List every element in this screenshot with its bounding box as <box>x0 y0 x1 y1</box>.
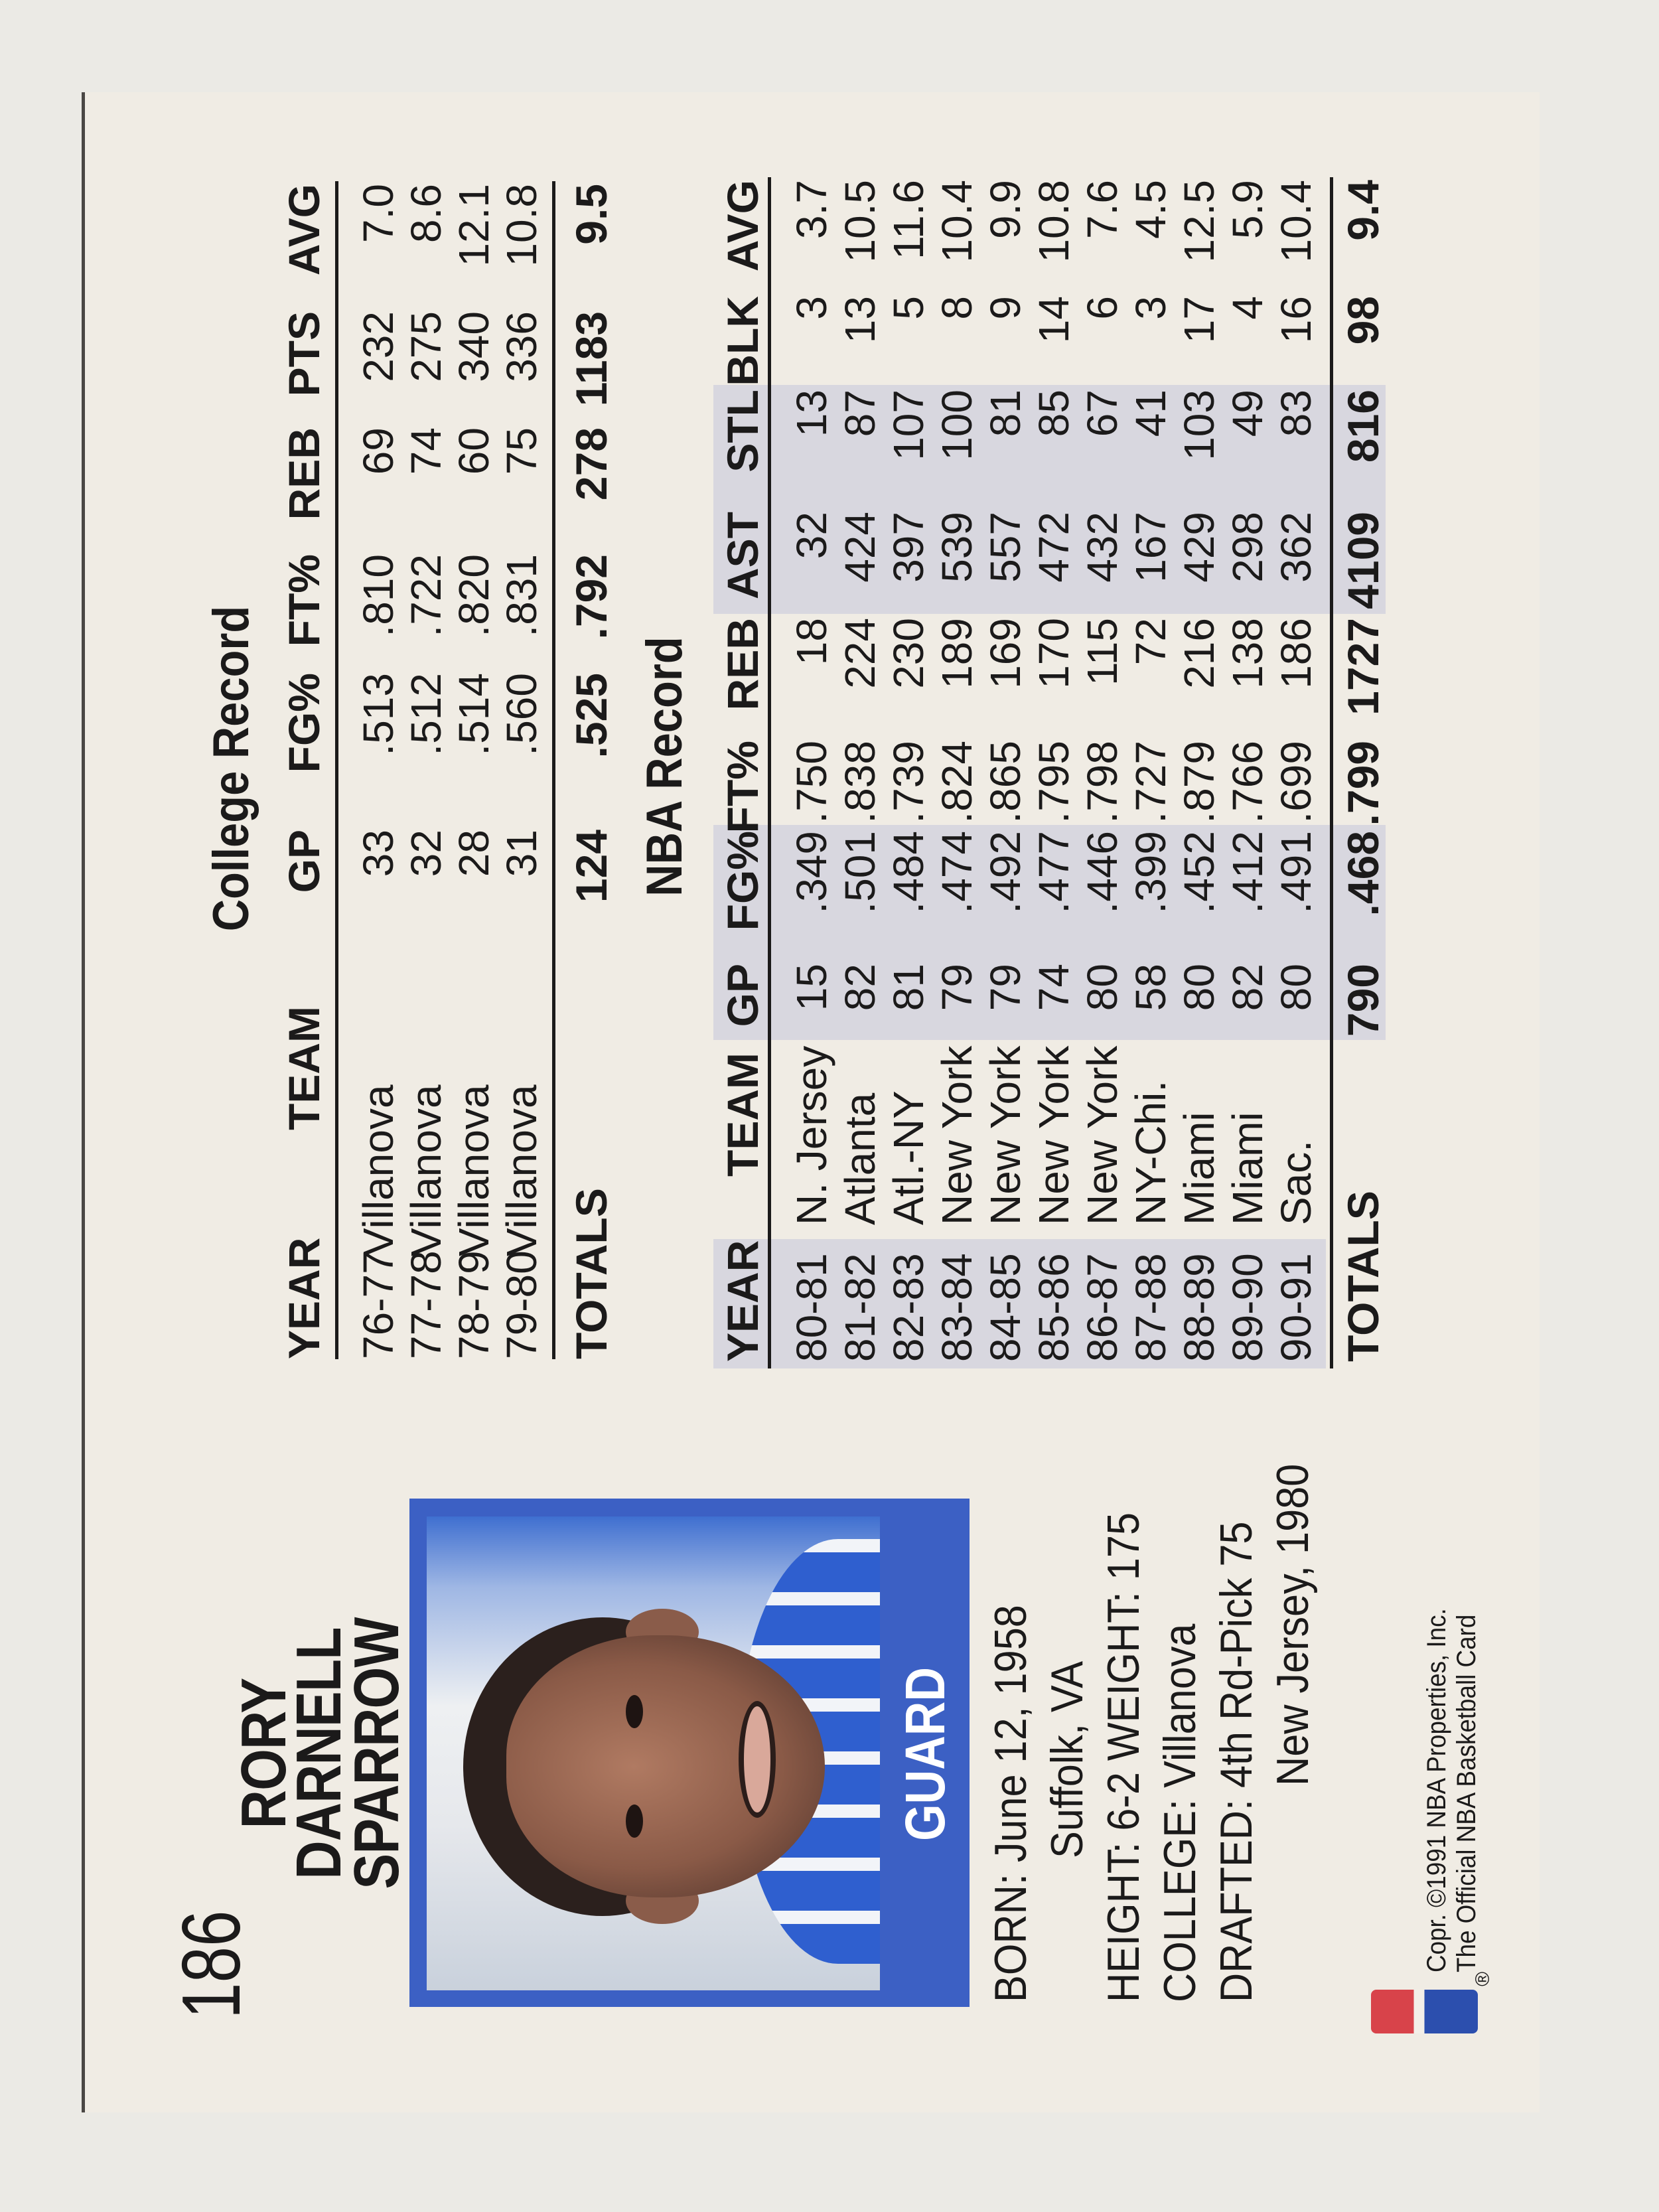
column-header: AVG <box>718 180 767 272</box>
bio-height-weight: HEIGHT: 6-2 WEIGHT: 175 <box>1098 1512 1149 2002</box>
table-cell: 10.4 <box>1272 180 1320 263</box>
copyright-line-1: Copr. ©1991 NBA Properties, Inc. <box>1422 1608 1451 1972</box>
column-header: AVG <box>279 184 328 276</box>
table-cell: Villanova <box>354 1084 402 1256</box>
table-cell: 10.8 <box>498 184 545 267</box>
table-cell: 8.6 <box>402 184 450 243</box>
table-cell: 85-86 <box>1030 1253 1078 1362</box>
mouth <box>739 1701 776 1818</box>
table-cell: 78-79 <box>450 1250 498 1359</box>
nba-logo <box>1371 1990 1478 2033</box>
table-cell: 86-87 <box>1078 1253 1126 1362</box>
totals-rule <box>552 181 555 1359</box>
table-cell: 81-82 <box>836 1253 884 1362</box>
table-cell: 87-88 <box>1127 1253 1175 1362</box>
table-cell: 82-83 <box>885 1253 932 1362</box>
table-cell: 76-77 <box>354 1250 402 1359</box>
header-rule <box>768 177 771 1368</box>
table-cell: 4.5 <box>1127 180 1175 239</box>
player-photo-frame <box>409 1499 970 2007</box>
table-cell: 83-84 <box>933 1253 981 1362</box>
card-content: 186 RORY DARNELL SPARROW GUARD BORN: Jun… <box>85 92 1543 2112</box>
bio-born: BORN: June 12, 1958 <box>985 1605 1036 2002</box>
player-photo <box>427 1516 880 1990</box>
column-header: YEAR <box>279 1237 328 1359</box>
table-cell: 12.5 <box>1175 180 1223 263</box>
table-cell: 79-80 <box>498 1250 545 1359</box>
table-cell: 84-85 <box>981 1253 1029 1362</box>
table-cell: 10.8 <box>1030 180 1078 263</box>
table-cell: 89-90 <box>1224 1253 1271 1362</box>
totals-label: TOTALS <box>567 1188 616 1359</box>
player-last-name: SPARROW <box>341 1617 412 1889</box>
table-cell: 11.6 <box>885 180 932 259</box>
column-header: YEAR <box>718 1240 767 1362</box>
face <box>506 1635 825 1897</box>
bio-drafted-team: New Jersey, 1980 <box>1267 1463 1318 1786</box>
table-cell: 3.7 <box>788 180 835 239</box>
eye-right <box>626 1695 643 1728</box>
table-cell: 10.4 <box>933 180 981 263</box>
header-rule <box>335 181 338 1359</box>
trading-card-back: 186 RORY DARNELL SPARROW GUARD BORN: Jun… <box>82 92 1540 2112</box>
table-cell: 5.9 <box>1224 180 1271 239</box>
table-cell: Villanova <box>402 1084 450 1256</box>
table-cell: 7.0 <box>354 184 402 243</box>
nba-record-title: NBA Record <box>636 636 693 897</box>
table-cell: 12.1 <box>450 184 498 267</box>
totals-cell: 9.5 <box>567 184 616 245</box>
bio-birthplace: Suffolk, VA <box>1042 1660 1092 1858</box>
table-cell: 7.6 <box>1078 180 1126 239</box>
table-cell: 90-91 <box>1272 1253 1320 1362</box>
registered-mark: ® <box>1472 1971 1494 1986</box>
bio-college: COLLEGE: Villanova <box>1155 1623 1205 2002</box>
table-cell: Villanova <box>450 1084 498 1256</box>
position-label: GUARD <box>894 1667 956 1841</box>
table-cell: 88-89 <box>1175 1253 1223 1362</box>
eye-left <box>626 1805 643 1838</box>
bio-drafted: DRAFTED: 4th Rd-Pick 75 <box>1211 1521 1262 2002</box>
totals-rule <box>1330 177 1333 1368</box>
college-record-title: College Record <box>203 605 259 932</box>
totals-cell: 9.4 <box>1338 180 1388 241</box>
card-number: 186 <box>166 1910 257 2019</box>
table-cell: 80-81 <box>788 1253 835 1362</box>
table-cell: 10.5 <box>836 180 884 263</box>
table-cell: Villanova <box>498 1084 545 1256</box>
table-cell: 9.9 <box>981 180 1029 239</box>
copyright-line-2: The Official NBA Basketball Card <box>1452 1614 1481 1972</box>
table-cell: 77-78 <box>402 1250 450 1359</box>
